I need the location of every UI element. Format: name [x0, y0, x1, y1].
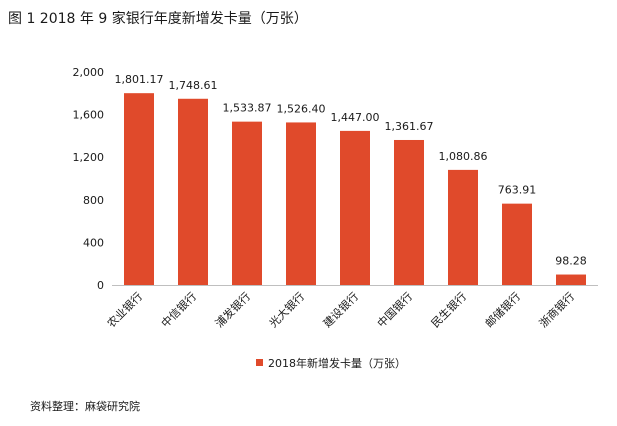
bar — [340, 130, 370, 285]
data-label: 1,533.87 — [223, 102, 272, 115]
data-label: 1,801.17 — [115, 73, 164, 86]
y-tick-label: 1,200 — [73, 151, 105, 164]
figure-title: 图 1 2018 年 9 家银行年度新增发卡量（万张） — [8, 11, 308, 27]
category-label: 光大银行 — [266, 289, 307, 330]
category-label: 邮储银行 — [482, 289, 523, 330]
bar — [502, 203, 532, 285]
category-label: 中国银行 — [374, 289, 415, 330]
data-label: 763.91 — [498, 184, 537, 197]
data-label: 1,526.40 — [277, 102, 326, 115]
data-label: 1,748.61 — [169, 79, 218, 92]
bar — [124, 93, 154, 286]
bar — [178, 98, 208, 285]
category-label: 农业银行 — [104, 289, 145, 330]
data-label: 98.28 — [555, 255, 587, 268]
bar — [394, 139, 424, 285]
y-tick-label: 1,600 — [73, 109, 105, 122]
category-label: 民生银行 — [428, 289, 469, 330]
y-tick-label: 2,000 — [73, 66, 105, 79]
category-label: 浙商银行 — [536, 289, 577, 330]
legend-label: 2018年新增发卡量（万张） — [268, 356, 406, 370]
bar — [556, 274, 586, 285]
source-note: 资料整理：麻袋研究院 — [30, 400, 140, 413]
data-label: 1,361.67 — [385, 120, 434, 133]
bar — [286, 122, 316, 285]
y-tick-label: 0 — [97, 279, 104, 292]
bar — [448, 169, 478, 285]
bar — [232, 121, 262, 285]
y-tick-label: 800 — [83, 194, 104, 207]
y-tick-label: 400 — [83, 236, 104, 249]
category-label: 中信银行 — [158, 289, 199, 330]
category-label: 浦发银行 — [212, 289, 253, 330]
data-label: 1,080.86 — [439, 150, 488, 163]
legend-swatch — [256, 359, 263, 366]
category-label: 建设银行 — [320, 289, 361, 330]
data-label: 1,447.00 — [331, 111, 380, 124]
